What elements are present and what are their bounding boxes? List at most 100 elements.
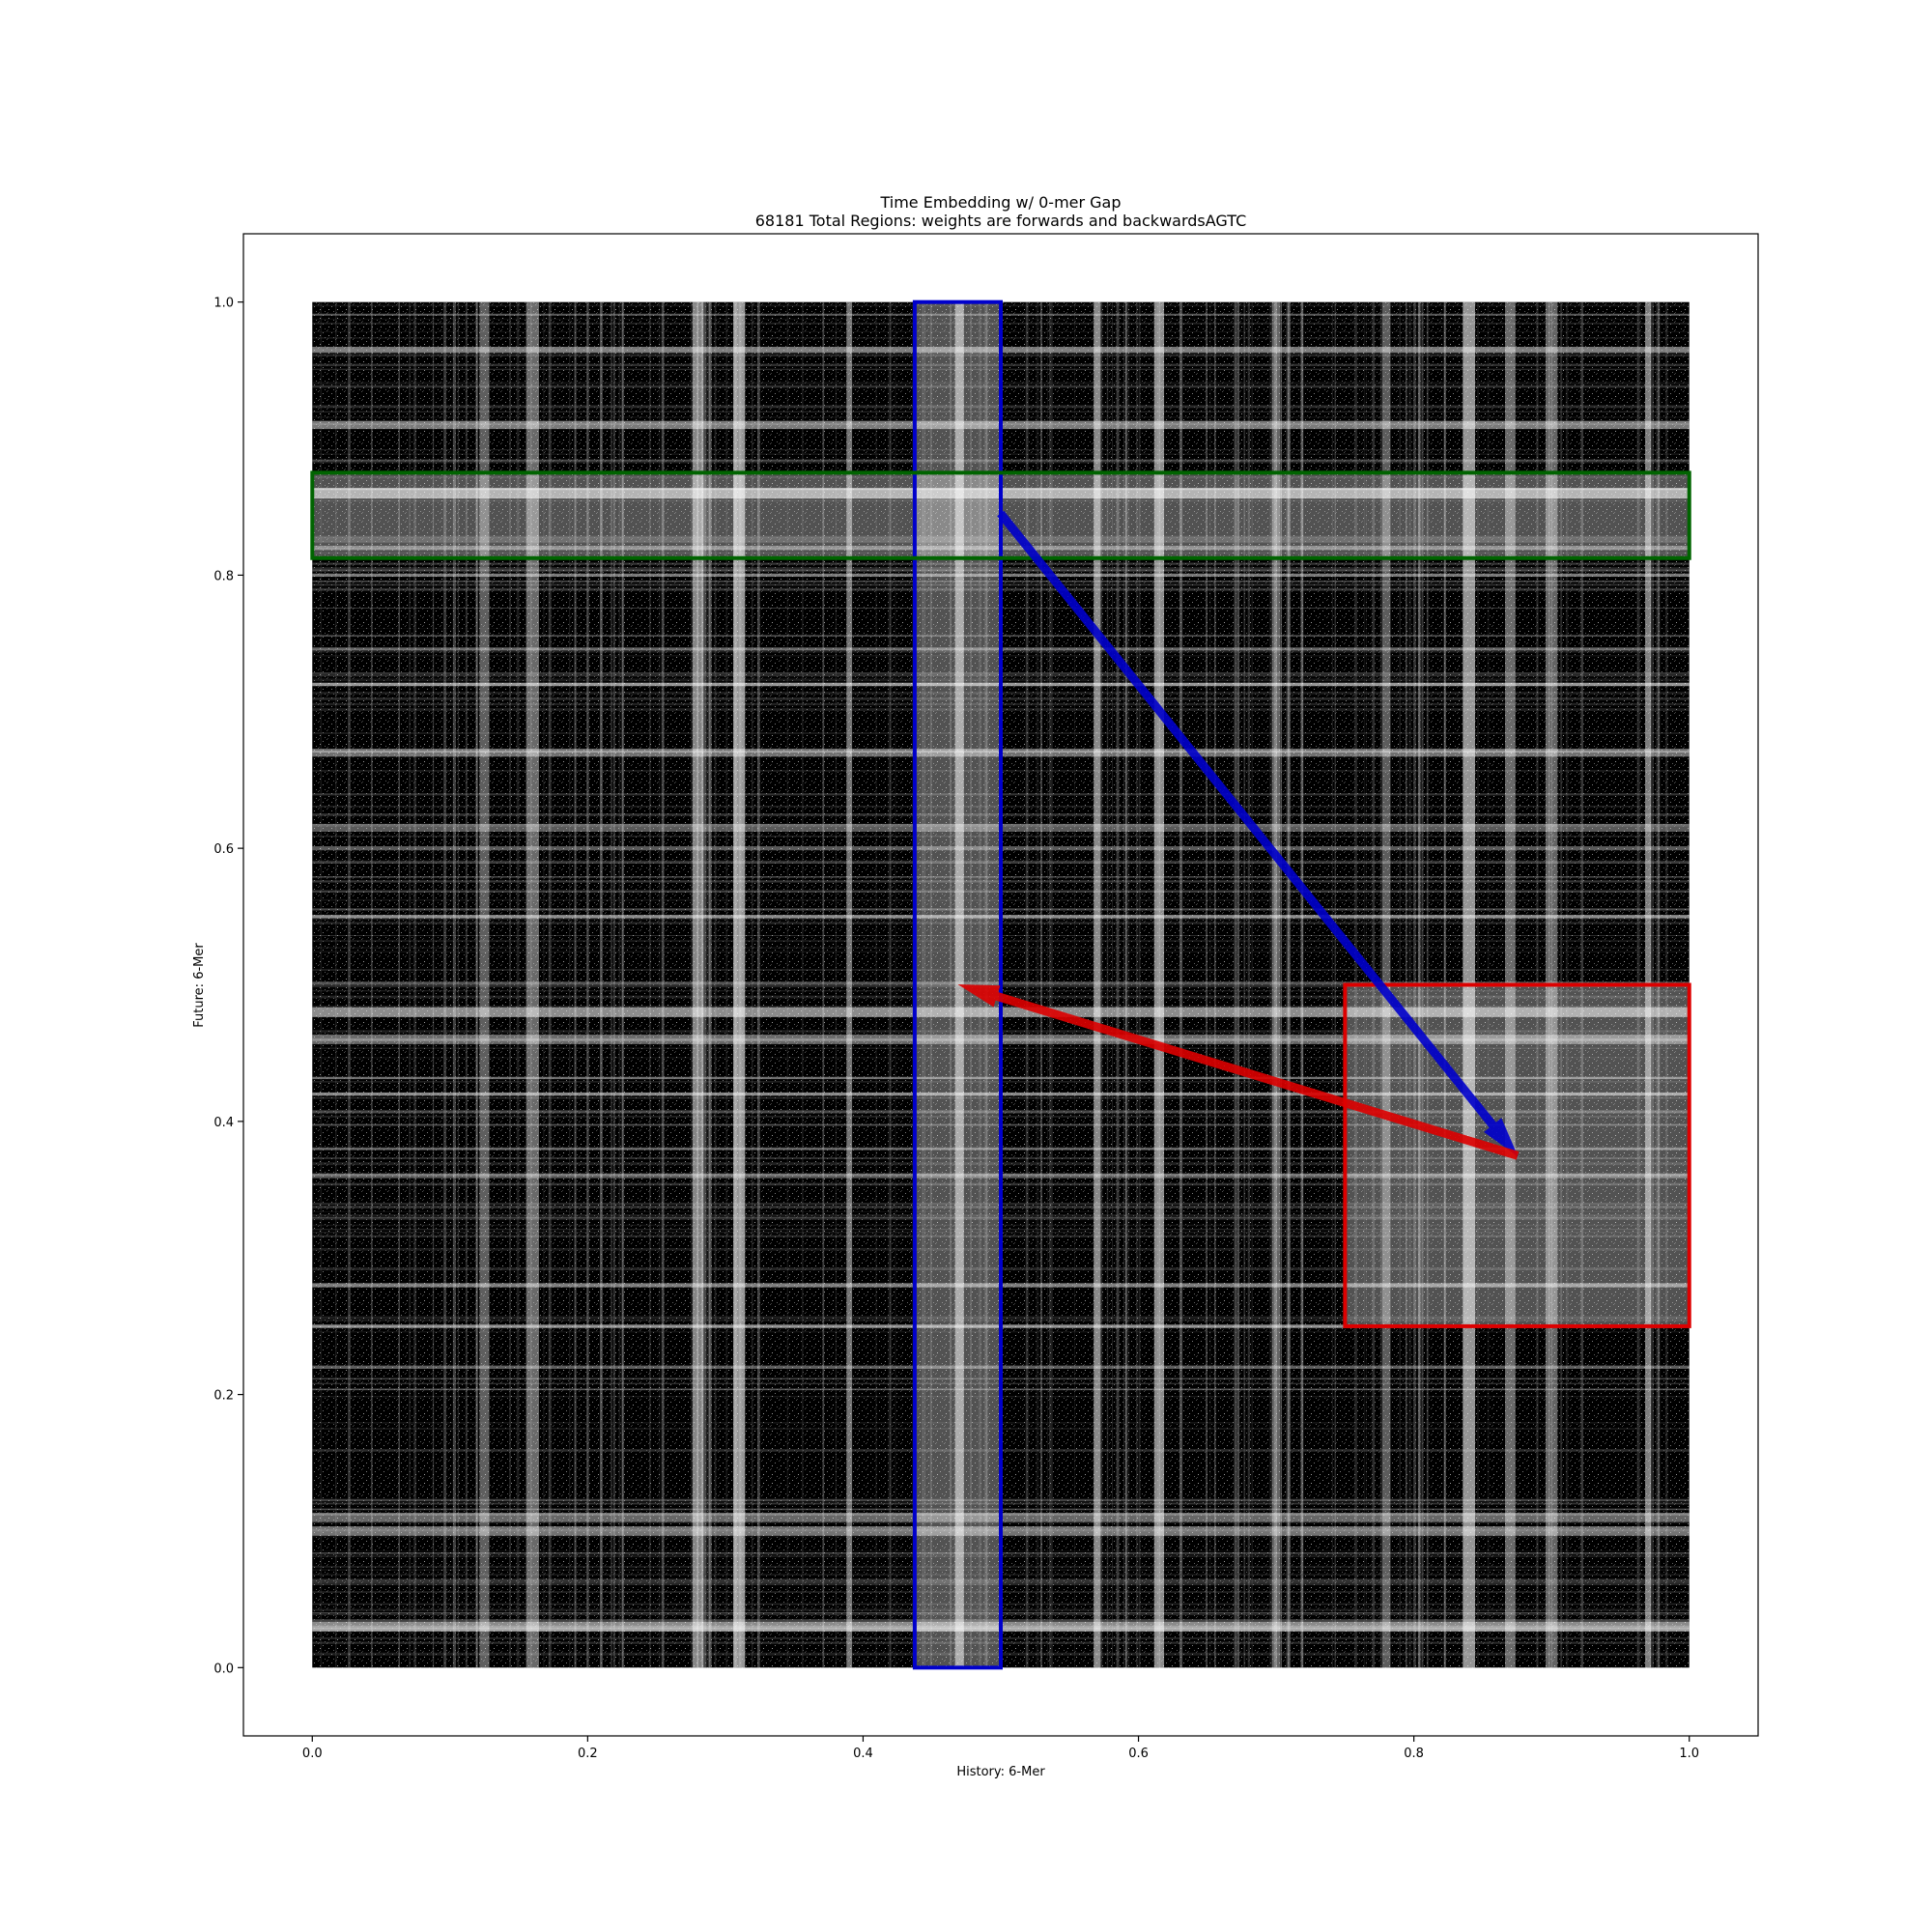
annotation-arrows (957, 510, 1520, 1160)
x-tick-label: 0.6 (1128, 1747, 1149, 1761)
highlight-regions (310, 299, 1691, 1670)
texture-column (398, 301, 400, 1668)
texture-column (1286, 301, 1290, 1668)
texture-column (802, 301, 804, 1668)
texture-column (786, 301, 788, 1668)
texture-column (1251, 301, 1253, 1668)
texture-column (714, 301, 717, 1668)
texture-column (1331, 301, 1333, 1668)
texture-column (1179, 301, 1183, 1668)
texture-column (320, 301, 323, 1668)
texture-column (371, 301, 373, 1668)
texture-column (509, 301, 511, 1668)
y-tick-label: 0.4 (213, 1116, 234, 1130)
texture-column (1040, 301, 1042, 1668)
texture-column (691, 301, 693, 1668)
y-axis-label: Future: 6-Mer (192, 943, 207, 1028)
texture-column (574, 301, 577, 1668)
texture-column (1247, 301, 1251, 1668)
texture-column (1235, 301, 1238, 1668)
texture-column (465, 301, 468, 1668)
texture-column (413, 301, 416, 1668)
texture-column (725, 301, 727, 1668)
texture-column (708, 301, 710, 1668)
y-tick-label: 0.8 (213, 569, 234, 583)
texture-column (1136, 301, 1139, 1668)
red-square-outline (1343, 982, 1691, 1328)
texture-column (432, 301, 435, 1668)
texture-column (1112, 301, 1113, 1668)
texture-column (600, 301, 603, 1668)
texture-column (1125, 301, 1128, 1668)
texture-column (622, 301, 624, 1668)
texture-column (752, 301, 753, 1668)
x-axis-label: History: 6-Mer (956, 1765, 1045, 1779)
texture-column (548, 301, 552, 1668)
texture-column (1036, 301, 1039, 1668)
texture-column (1106, 301, 1109, 1668)
texture-column (476, 301, 478, 1668)
texture-column (612, 301, 615, 1668)
y-tick-label: 0.0 (213, 1662, 234, 1676)
texture-column (1275, 301, 1277, 1668)
texture-column (659, 301, 661, 1668)
chart-title: Time Embedding w/ 0-mer Gap (879, 193, 1121, 212)
texture-column (983, 301, 987, 1668)
texture-column (1124, 301, 1127, 1668)
texture-column (1123, 301, 1125, 1668)
texture-column (985, 301, 988, 1668)
texture-column (1237, 301, 1239, 1668)
texture-column (888, 301, 892, 1668)
texture-column (621, 301, 625, 1668)
texture-column (516, 301, 520, 1668)
texture-column (979, 301, 982, 1668)
y-tick-label: 0.6 (213, 842, 234, 857)
y-axis-ticks: 0.0 0.2 0.4 0.6 0.8 1.0 (213, 297, 243, 1676)
texture-column (703, 301, 707, 1668)
texture-column (661, 301, 665, 1668)
bright-column (1271, 301, 1281, 1668)
bright-column (692, 301, 704, 1668)
region-wash (914, 301, 1001, 1668)
texture-column (475, 301, 478, 1668)
x-tick-label: 0.0 (302, 1747, 323, 1761)
texture-column (756, 301, 760, 1668)
blue-arrow (997, 510, 1519, 1157)
texture-column (348, 301, 351, 1668)
chart-subtitle: 68181 Total Regions: weights are forward… (755, 212, 1247, 230)
bright-column (846, 301, 853, 1668)
texture-column (923, 301, 925, 1668)
texture-column (1206, 301, 1208, 1668)
texture-column (569, 301, 571, 1668)
texture-column (457, 301, 460, 1668)
texture-column (889, 301, 892, 1668)
texture-column (445, 301, 447, 1668)
x-axis-ticks: 0.0 0.2 0.4 0.6 0.8 1.0 (302, 1736, 1699, 1761)
texture-column (1300, 301, 1304, 1668)
texture-column (611, 301, 612, 1668)
texture-column (409, 301, 411, 1668)
texture-column (1126, 301, 1130, 1668)
red-arrow (957, 983, 1520, 1160)
texture-column (1025, 301, 1029, 1668)
texture-column (1136, 301, 1137, 1668)
bright-column (479, 301, 490, 1668)
texture-column (1116, 301, 1120, 1668)
texture-column (929, 301, 932, 1668)
x-tick-label: 1.0 (1679, 1747, 1699, 1761)
texture-column (1280, 301, 1283, 1668)
texture-column (1214, 301, 1216, 1668)
texture-column (586, 301, 589, 1668)
y-tick-label: 0.2 (213, 1389, 234, 1404)
texture-column (1049, 301, 1051, 1668)
texture-column (1334, 301, 1336, 1668)
texture-column (1209, 301, 1211, 1668)
texture-column (1301, 301, 1303, 1668)
bright-column (1094, 301, 1101, 1668)
texture-column (618, 301, 621, 1668)
texture-column (1139, 301, 1141, 1668)
texture-column (529, 301, 532, 1668)
texture-column (1050, 301, 1053, 1668)
bright-column (1153, 301, 1165, 1668)
texture-column (895, 301, 896, 1668)
